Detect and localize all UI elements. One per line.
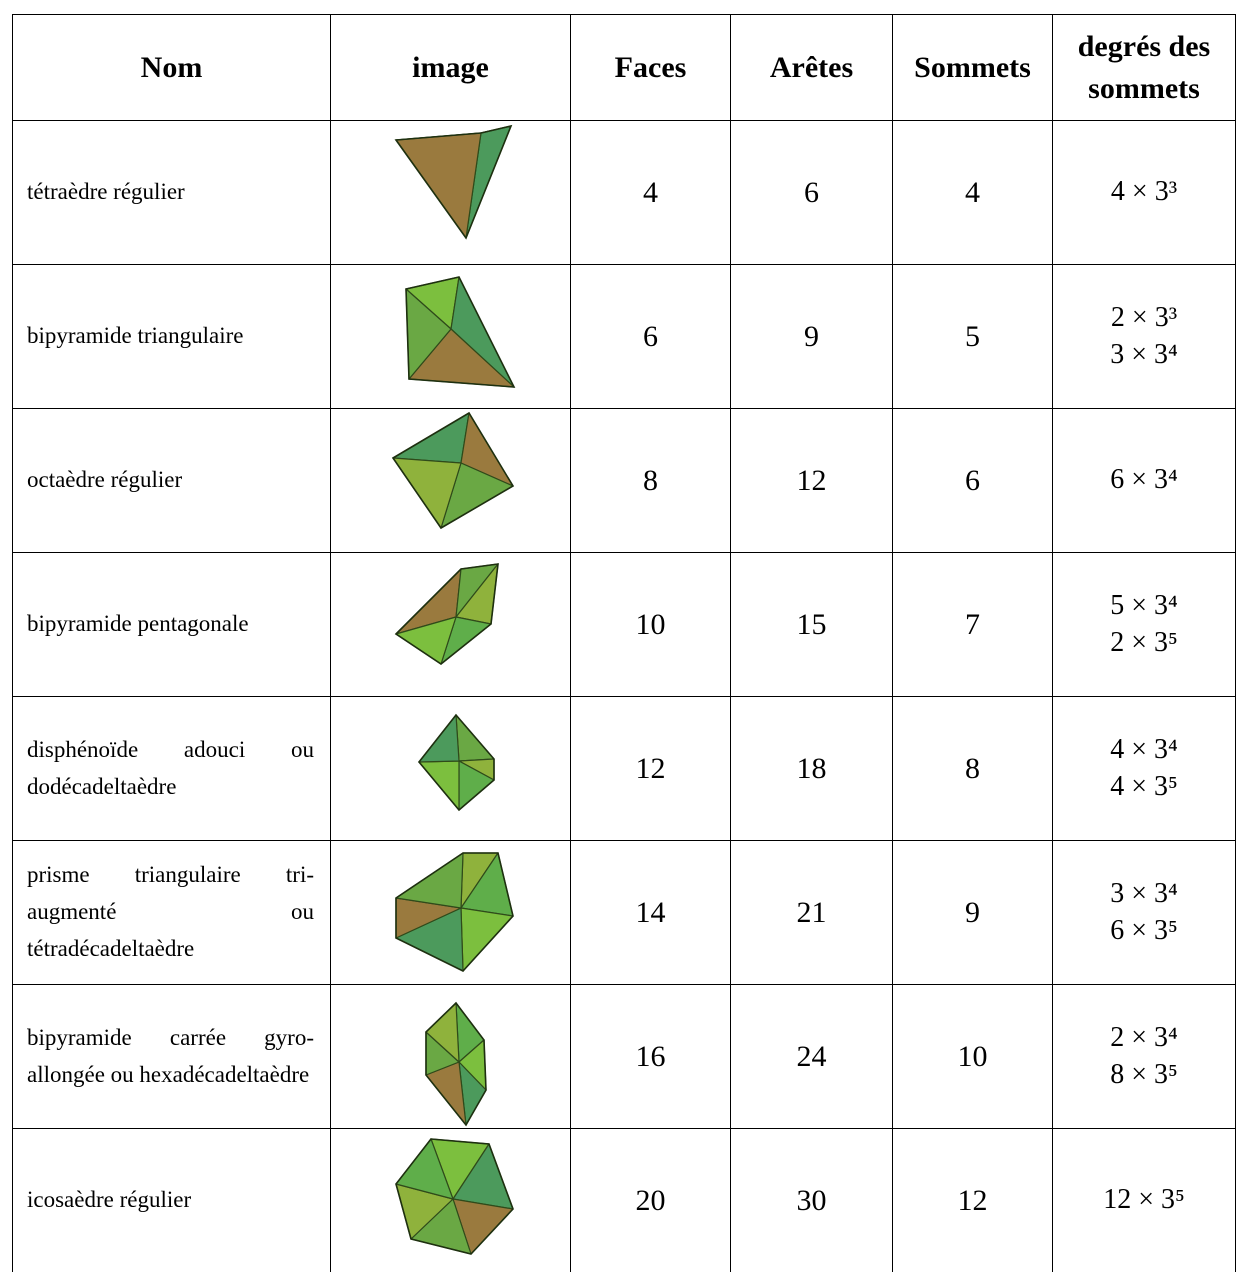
faces-cell: 20 — [571, 1129, 731, 1272]
degree-line: 6 × 3⁵ — [1053, 913, 1235, 949]
vertices-cell: 9 — [893, 841, 1053, 985]
image-cell — [331, 841, 571, 985]
degree-line: 8 × 3⁵ — [1053, 1057, 1235, 1093]
degree-line: 4 × 3³ — [1053, 174, 1235, 210]
header-cell: image — [331, 15, 571, 121]
name-cell: bipyramide pentagonale — [13, 553, 331, 697]
faces-cell: 6 — [571, 265, 731, 409]
edges-cell: 12 — [731, 409, 893, 553]
vertices-cell: 7 — [893, 553, 1053, 697]
polyhedron-image — [331, 843, 571, 983]
polyhedron-image — [331, 123, 571, 263]
header-cell: Sommets — [893, 15, 1053, 121]
degree-line: 2 × 3⁵ — [1053, 625, 1235, 661]
name-cell: tétraèdre régulier — [13, 121, 331, 265]
polyhedron-image — [331, 1131, 571, 1271]
polyhedron-face — [396, 133, 481, 238]
polyhedron-image — [331, 411, 571, 551]
degree-cell: 4 × 3³ — [1053, 121, 1236, 265]
faces-cell: 10 — [571, 553, 731, 697]
edges-cell: 18 — [731, 697, 893, 841]
degree-line: 5 × 3⁴ — [1053, 588, 1235, 624]
image-cell — [331, 409, 571, 553]
vertices-cell: 6 — [893, 409, 1053, 553]
faces-cell: 4 — [571, 121, 731, 265]
degree-line: 4 × 3⁴ — [1053, 732, 1235, 768]
edges-cell: 21 — [731, 841, 893, 985]
name-cell: disphénoïde adouci ou dodécadeltaèdre — [13, 697, 331, 841]
degree-line: 12 × 3⁵ — [1053, 1182, 1235, 1218]
header-cell: degrés des sommets — [1053, 15, 1236, 121]
edges-cell: 24 — [731, 985, 893, 1129]
degree-line: 2 × 3³ — [1053, 300, 1235, 336]
name-cell: icosaèdre régulier — [13, 1129, 331, 1272]
table-row: prisme triangulaire tri-augmenté ou tétr… — [13, 841, 1236, 985]
name-cell: bipyramide carrée gyro-allongée ou hexad… — [13, 985, 331, 1129]
header-cell: Nom — [13, 15, 331, 121]
edges-cell: 15 — [731, 553, 893, 697]
vertices-cell: 4 — [893, 121, 1053, 265]
vertices-cell: 5 — [893, 265, 1053, 409]
faces-cell: 12 — [571, 697, 731, 841]
image-cell — [331, 553, 571, 697]
image-cell — [331, 697, 571, 841]
name-cell: octaèdre régulier — [13, 409, 331, 553]
polyhedron-image — [331, 267, 571, 407]
header-cell: Arêtes — [731, 15, 893, 121]
name-cell: prisme triangulaire tri-augmenté ou tétr… — [13, 841, 331, 985]
degree-cell: 6 × 3⁴ — [1053, 409, 1236, 553]
degree-line: 6 × 3⁴ — [1053, 462, 1235, 498]
image-cell — [331, 265, 571, 409]
degree-line: 3 × 3⁴ — [1053, 876, 1235, 912]
degree-line: 2 × 3⁴ — [1053, 1020, 1235, 1056]
image-cell — [331, 121, 571, 265]
header-cell: Faces — [571, 15, 731, 121]
polyhedron-face — [461, 908, 513, 971]
degree-line: 3 × 3⁴ — [1053, 337, 1235, 373]
edges-cell: 30 — [731, 1129, 893, 1272]
polyhedron-image — [331, 987, 571, 1127]
degree-line: 4 × 3⁵ — [1053, 769, 1235, 805]
faces-cell: 14 — [571, 841, 731, 985]
vertices-cell: 10 — [893, 985, 1053, 1129]
polyhedron-face — [396, 853, 463, 908]
name-cell: bipyramide triangulaire — [13, 265, 331, 409]
image-cell — [331, 1129, 571, 1272]
edges-cell: 9 — [731, 265, 893, 409]
faces-cell: 8 — [571, 409, 731, 553]
polyhedron-image — [331, 699, 571, 839]
table-row: bipyramide carrée gyro-allongée ou hexad… — [13, 985, 1236, 1129]
vertices-cell: 12 — [893, 1129, 1053, 1272]
image-cell — [331, 985, 571, 1129]
polyhedron-image — [331, 555, 571, 695]
faces-cell: 16 — [571, 985, 731, 1129]
vertices-cell: 8 — [893, 697, 1053, 841]
edges-cell: 6 — [731, 121, 893, 265]
degree-cell: 12 × 3⁵ — [1053, 1129, 1236, 1272]
